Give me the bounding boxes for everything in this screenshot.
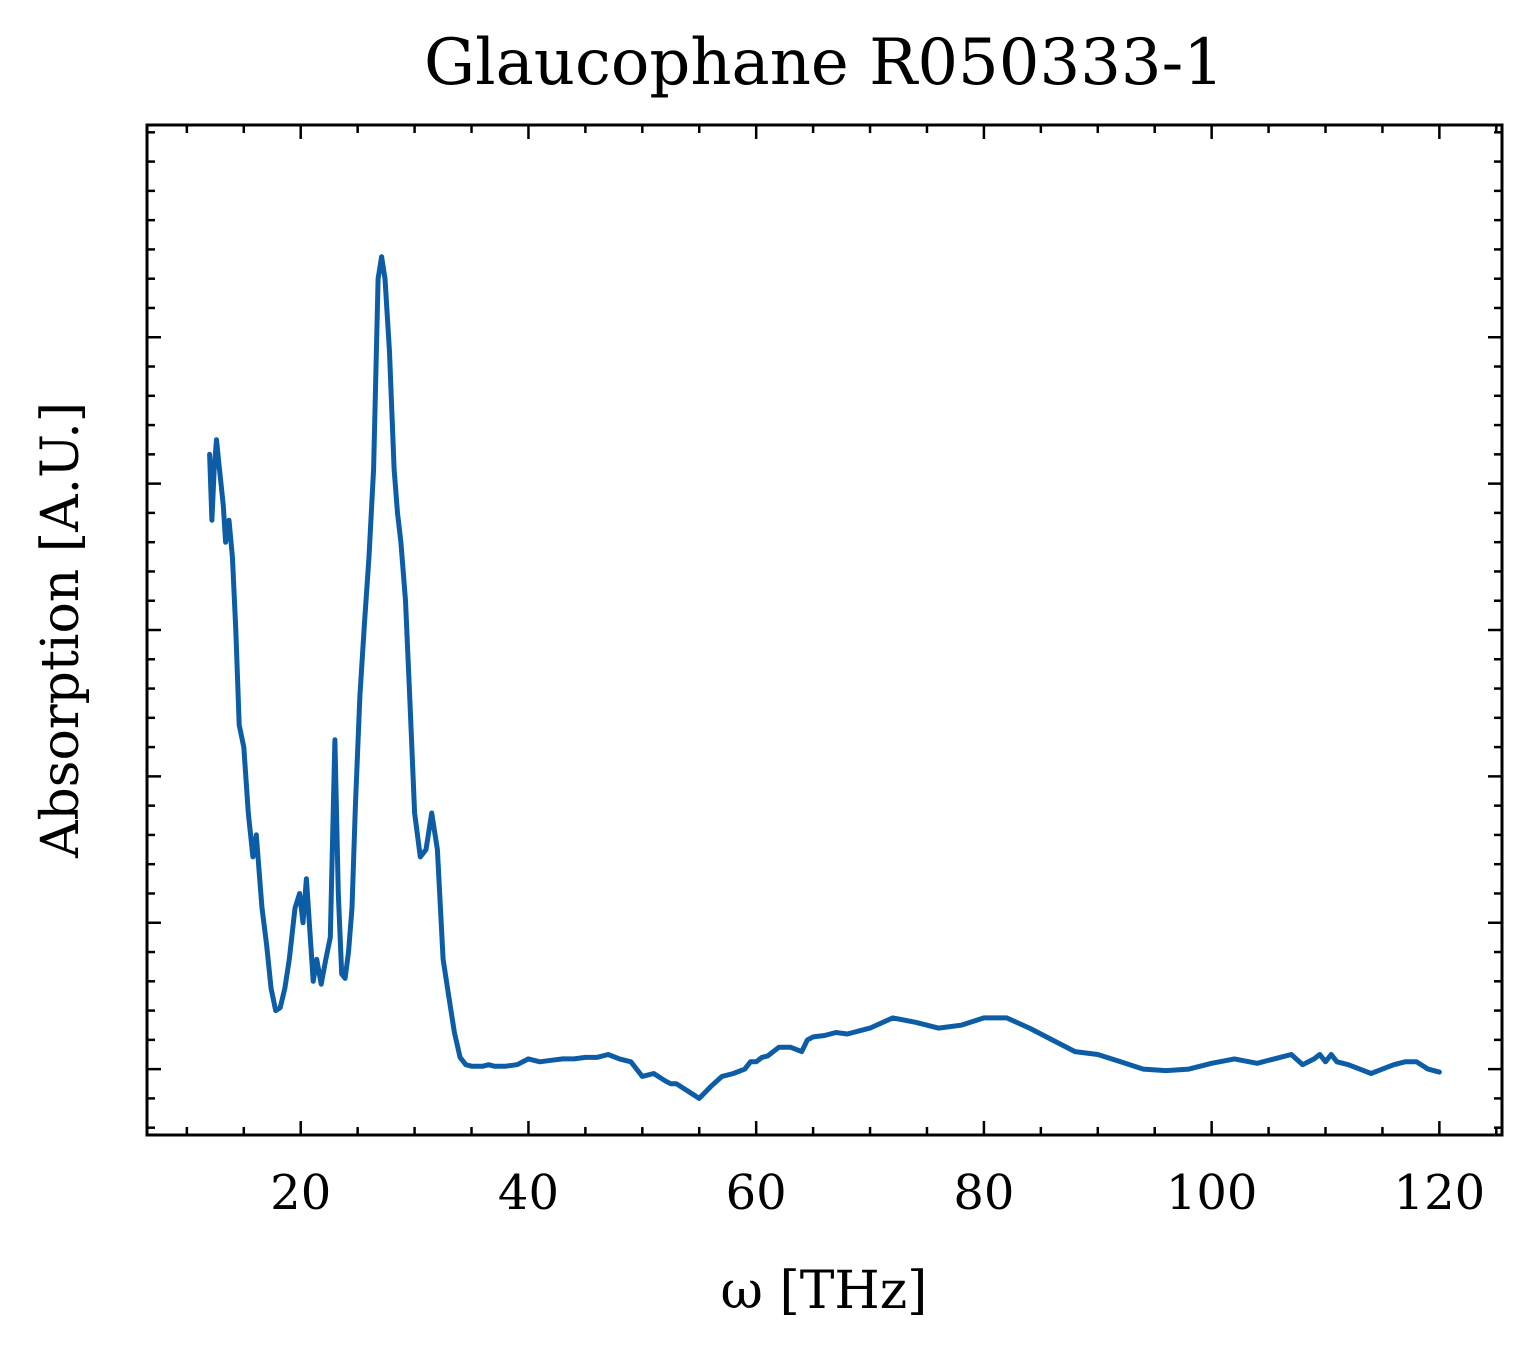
x-tick-label: 60 [726,1165,787,1221]
chart-title: Glaucophane R050333-1 [424,26,1224,100]
series-layer [207,254,1442,1101]
x-axis-label: ω [THz] [721,1261,928,1321]
x-tick-label: 120 [1394,1165,1486,1221]
plot-frame [145,123,1504,1137]
y-axis-label: Absorption [A.U.] [31,402,91,859]
x-tick-label: 100 [1166,1165,1258,1221]
x-tick-label: 20 [270,1165,331,1221]
y-axis [147,131,1502,1129]
x-tick-label: 40 [498,1165,559,1221]
series-line [207,254,1442,1101]
x-tick-label: 80 [953,1165,1014,1221]
x-axis: 20 40 60 80 100 120 [185,125,1498,1221]
plot-area: 20 40 60 80 100 120 [145,123,1504,1221]
